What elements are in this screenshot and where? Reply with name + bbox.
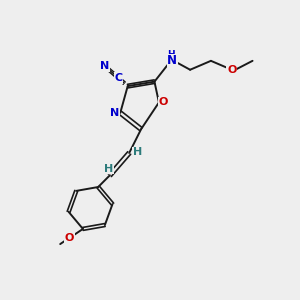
Text: H: H xyxy=(133,147,142,158)
Text: C: C xyxy=(114,73,122,83)
Text: H: H xyxy=(167,50,175,59)
Text: H: H xyxy=(104,164,113,174)
Text: O: O xyxy=(159,98,168,107)
Text: O: O xyxy=(65,233,74,243)
Text: N: N xyxy=(100,61,110,71)
Text: N: N xyxy=(167,54,177,67)
Text: N: N xyxy=(110,108,120,118)
Text: O: O xyxy=(227,65,236,75)
